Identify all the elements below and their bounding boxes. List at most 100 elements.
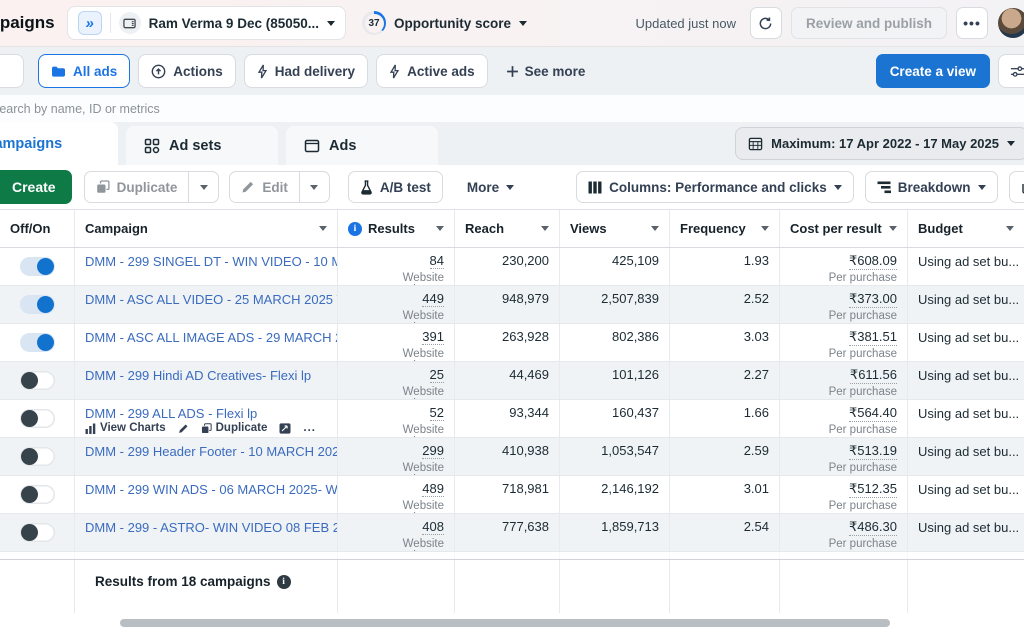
tab-ads[interactable]: Ads: [286, 126, 438, 165]
grid-icon: [144, 138, 160, 153]
row-more-button[interactable]: ...: [303, 422, 316, 434]
header-off-on: Off/On: [0, 210, 75, 247]
filter-had-delivery[interactable]: Had delivery: [243, 54, 369, 88]
arrow-up-circle-icon: [151, 64, 166, 78]
refresh-icon: [760, 17, 772, 29]
campaign-name-link[interactable]: DMM - 299 WIN ADS - 06 MARCH 2025- W...: [85, 482, 338, 497]
table-row[interactable]: DMM - 299 ALL ADS - Flexi lp View Charts…: [0, 400, 1024, 438]
header-reach[interactable]: Reach: [455, 210, 560, 247]
view-charts-button[interactable]: View Charts: [85, 422, 166, 434]
ad-frame-icon: [304, 139, 320, 152]
campaign-toggle[interactable]: [19, 371, 55, 390]
columns-selector[interactable]: Columns: Performance and clicks: [576, 171, 854, 203]
ad-account-selector[interactable]: » Ram Verma 9 Dec (85050...: [66, 6, 346, 40]
table-row[interactable]: DMM - 299 - ASTRO- WIN VIDEO 08 FEB 20..…: [0, 514, 1024, 552]
search-input[interactable]: Search by name, ID or metrics: [0, 101, 160, 116]
table-row[interactable]: DMM - 299 SINGEL DT - WIN VIDEO - 10 Ma.…: [0, 248, 1024, 286]
edit-dropdown[interactable]: [299, 171, 330, 203]
campaign-name-link[interactable]: DMM - ASC ALL VIDEO - 25 MARCH 2025 W...: [85, 292, 338, 307]
action-toolbar: Create Duplicate Edit A/B test More Colu: [0, 165, 1024, 210]
budget-cell: Using ad set bu...: [918, 482, 1020, 497]
header-budget[interactable]: Budget: [908, 210, 1024, 247]
header-frequency[interactable]: Frequency: [670, 210, 780, 247]
updated-status: Updated just now: [635, 15, 736, 31]
refresh-button[interactable]: [749, 7, 782, 39]
bolt-icon: [389, 64, 400, 78]
create-a-view-button[interactable]: Create a view: [875, 54, 990, 88]
bar-chart-icon: [85, 423, 96, 434]
header-campaign[interactable]: Campaign: [75, 210, 338, 247]
campaign-name-link[interactable]: DMM - 299 Header Footer - 10 MARCH 202..…: [85, 444, 338, 459]
table-row[interactable]: DMM - ASC ALL IMAGE ADS - 29 MARCH 20...…: [0, 324, 1024, 362]
chevron-down-icon: [833, 184, 842, 190]
results-summary: Results from 18 campaigns i: [85, 564, 327, 589]
campaign-toggle[interactable]: [19, 523, 55, 542]
budget-cell: Using ad set bu...: [918, 406, 1020, 421]
header-cost-per-result[interactable]: Cost per result: [780, 210, 908, 247]
campaign-toggle[interactable]: [19, 485, 55, 504]
table-row[interactable]: DMM - ASC ALL VIDEO - 25 MARCH 2025 W...…: [0, 286, 1024, 324]
filter-bar: All ads Actions Had delivery Active ads …: [0, 47, 1024, 95]
calendar-icon: [748, 137, 763, 151]
columns-icon: [588, 181, 602, 193]
campaign-name-link[interactable]: DMM - 299 SINGEL DT - WIN VIDEO - 10 Ma.…: [85, 254, 338, 269]
chevron-down-icon: [506, 184, 515, 190]
row-hover-actions: View Charts Duplicate ...: [85, 422, 327, 434]
copy-icon: [96, 180, 110, 193]
opportunity-score-ring: [362, 11, 386, 35]
campaign-toggle[interactable]: [19, 295, 55, 314]
create-button[interactable]: Create: [0, 170, 72, 204]
ad-account-icon: [118, 12, 141, 34]
meta-ads-manager-logo-icon: »: [77, 11, 102, 35]
horizontal-scrollbar[interactable]: [120, 619, 890, 627]
bolt-icon: [257, 64, 267, 78]
campaign-name-link[interactable]: DMM - 299 Hindi AD Creatives- Flexi lp: [85, 368, 312, 383]
chevron-down-icon: [327, 20, 335, 26]
campaign-name-link[interactable]: DMM - 299 - ASTRO- WIN VIDEO 08 FEB 20..…: [85, 520, 338, 535]
tab-ad-sets[interactable]: Ad sets: [126, 126, 278, 165]
header-views[interactable]: Views: [560, 210, 670, 247]
image-icon[interactable]: [279, 422, 291, 434]
filter-actions[interactable]: Actions: [138, 54, 236, 88]
opportunity-score-label: Opportunity score: [394, 15, 512, 31]
breakdown-selector[interactable]: Breakdown: [864, 171, 998, 203]
table-row[interactable]: DMM - 299 Hindi AD Creatives- Flexi lp V…: [0, 362, 1024, 400]
campaign-toggle[interactable]: [19, 257, 55, 276]
see-more-button[interactable]: See more: [496, 64, 596, 79]
partial-table-row: DMM - 299 NEW SUB- VERUN VIDEO 23 - I FE…: [0, 552, 1024, 559]
budget-cell: Using ad set bu...: [918, 330, 1020, 345]
table-row[interactable]: DMM - 299 WIN ADS - 06 MARCH 2025- W... …: [0, 476, 1024, 514]
search-bar[interactable]: Search by name, ID or metrics: [0, 95, 1024, 122]
edit-button[interactable]: Edit: [229, 171, 300, 203]
chevron-down-icon: [977, 184, 986, 190]
campaign-name-link[interactable]: DMM - ASC ALL IMAGE ADS - 29 MARCH 20...: [85, 330, 338, 345]
campaign-toggle[interactable]: [19, 333, 55, 352]
pencil-icon[interactable]: [178, 423, 189, 434]
filter-active-ads[interactable]: Active ads: [376, 54, 488, 88]
campaign-toggle[interactable]: [19, 409, 55, 428]
campaign-toggle[interactable]: [19, 447, 55, 466]
chevron-down-icon: [519, 20, 528, 26]
more-menu[interactable]: More: [457, 180, 524, 195]
filter-settings-button[interactable]: [998, 54, 1024, 88]
review-and-publish-button[interactable]: Review and publish: [790, 7, 947, 39]
filter-all-ads[interactable]: All ads: [38, 54, 131, 88]
campaign-name-link[interactable]: DMM - 299 ALL ADS - Flexi lp: [85, 406, 258, 421]
copy-icon: [201, 422, 212, 433]
more-options-button[interactable]: •••: [956, 7, 988, 39]
header-results[interactable]: i Results: [338, 210, 455, 247]
budget-cell: Using ad set bu...: [918, 254, 1020, 269]
budget-cell: Using ad set bu...: [918, 292, 1020, 307]
level-tabs: Campaigns Ad sets Ads Maximum: 17 Apr 20…: [0, 122, 1024, 165]
reports-button[interactable]: [1008, 171, 1024, 203]
ab-test-button[interactable]: A/B test: [347, 171, 443, 203]
duplicate-dropdown[interactable]: [189, 171, 220, 203]
opportunity-score-menu[interactable]: Opportunity score: [362, 11, 528, 35]
avatar[interactable]: [998, 8, 1024, 38]
duplicate-button[interactable]: Duplicate: [83, 171, 190, 203]
table-header-row: Off/On Campaign i Results Reach Views Fre…: [0, 210, 1024, 248]
table-row[interactable]: DMM - 299 Header Footer - 10 MARCH 202..…: [0, 438, 1024, 476]
tab-campaigns[interactable]: Campaigns: [0, 122, 118, 165]
date-range-selector[interactable]: Maximum: 17 Apr 2022 - 17 May 2025: [735, 127, 1024, 160]
duplicate-row-button[interactable]: Duplicate: [201, 422, 267, 434]
